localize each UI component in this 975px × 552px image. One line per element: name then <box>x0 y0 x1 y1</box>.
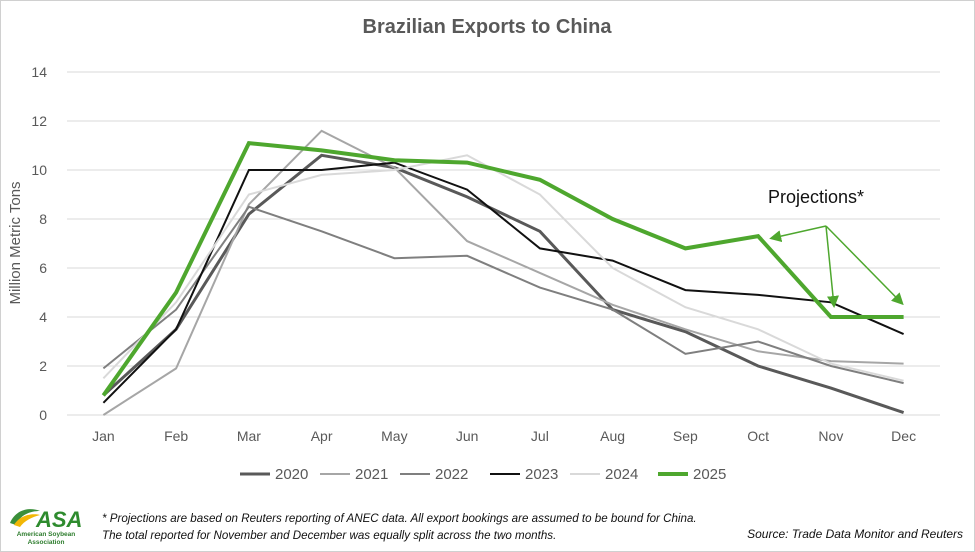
x-tick-label: Jan <box>92 428 115 444</box>
projections-annotation: Projections* <box>768 187 904 308</box>
y-tick-label: 12 <box>31 113 47 129</box>
legend-label: 2023 <box>525 466 558 483</box>
y-tick-label: 0 <box>39 407 47 423</box>
x-tick-label: Jun <box>456 428 479 444</box>
y-axis-ticks: 0 2 4 6 8 10 12 14 <box>31 64 47 423</box>
series-line-2024 <box>102 154 904 382</box>
series-line-2022 <box>102 205 904 385</box>
x-tick-label: Oct <box>747 428 769 444</box>
x-tick-label: Nov <box>818 428 843 444</box>
projection-arrow <box>769 225 827 243</box>
x-tick-label: Jul <box>531 428 549 444</box>
y-tick-label: 2 <box>39 358 47 374</box>
x-tick-label: Dec <box>891 428 916 444</box>
x-tick-label: Mar <box>237 428 261 444</box>
svg-text:American Soybean: American Soybean <box>17 531 76 538</box>
legend-item-2021: 2021 <box>320 466 388 483</box>
series-line-2023 <box>102 161 905 404</box>
legend: 2020 2021 2022 2023 2024 2025 <box>240 466 726 483</box>
legend-item-2025: 2025 <box>658 466 726 483</box>
projection-arrow <box>825 225 904 306</box>
legend-item-2020: 2020 <box>240 466 308 483</box>
projection-arrow <box>825 225 839 308</box>
legend-label: 2022 <box>435 466 468 483</box>
asa-logo: ASA American Soybean Association <box>10 507 82 546</box>
y-tick-label: 14 <box>31 64 47 80</box>
chart-title: Brazilian Exports to China <box>363 16 613 38</box>
svg-text:ASA: ASA <box>35 507 82 532</box>
projections-label: Projections* <box>768 187 864 207</box>
series-line-2025 <box>101 140 904 397</box>
svg-text:Association: Association <box>28 539 65 546</box>
y-tick-label: 8 <box>39 211 47 227</box>
y-tick-label: 10 <box>31 162 47 178</box>
x-tick-label: Feb <box>164 428 188 444</box>
y-tick-label: 6 <box>39 260 47 276</box>
x-tick-label: May <box>381 428 407 444</box>
x-tick-label: Sep <box>673 428 698 444</box>
source-note: Source: Trade Data Monitor and Reuters <box>747 527 963 541</box>
legend-item-2022: 2022 <box>400 466 468 483</box>
y-axis-label: Million Metric Tons <box>7 181 24 304</box>
x-tick-label: Apr <box>311 428 333 444</box>
series-line-2021 <box>102 129 904 416</box>
legend-label: 2025 <box>693 466 726 483</box>
legend-item-2023: 2023 <box>490 466 558 483</box>
y-tick-label: 4 <box>39 309 47 325</box>
legend-label: 2020 <box>275 466 308 483</box>
legend-item-2024: 2024 <box>570 466 638 483</box>
legend-label: 2024 <box>605 466 638 483</box>
series-lines <box>101 129 905 416</box>
x-axis-ticks: Jan Feb Mar Apr May Jun Jul Aug Sep Oct Nov Dec <box>92 428 916 444</box>
x-tick-label: Aug <box>600 428 625 444</box>
legend-label: 2021 <box>355 466 388 483</box>
footnote: * Projections are based on Reuters repor… <box>102 512 697 542</box>
